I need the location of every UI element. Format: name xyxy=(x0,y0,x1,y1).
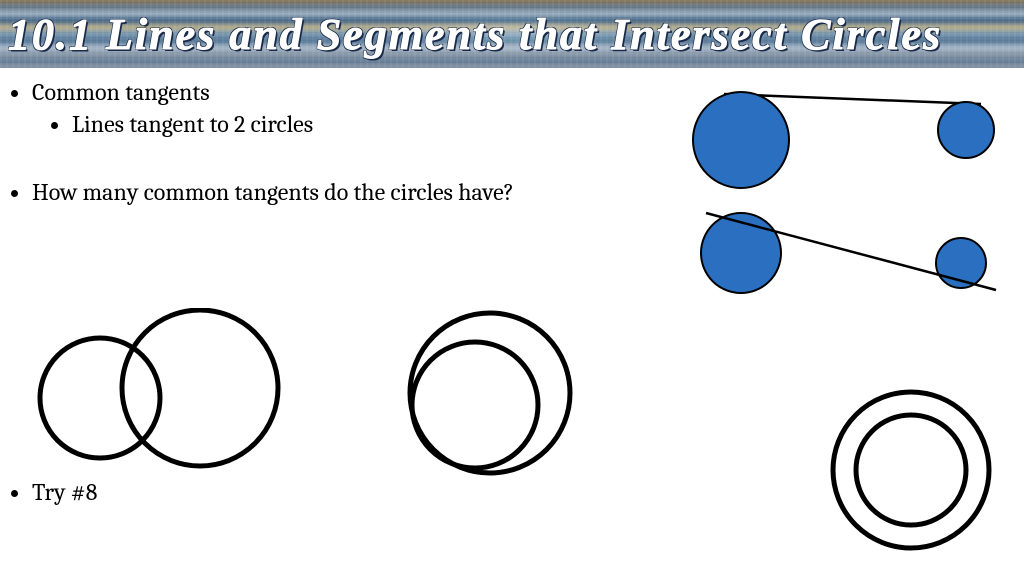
internal-tangent-diagram xyxy=(686,208,1006,308)
right-diagrams xyxy=(676,80,1006,570)
title-banner: 10.1 Lines and Segments that Intersect C… xyxy=(0,0,1024,68)
bullet-text: Common tangents xyxy=(32,78,210,106)
external-tangent-diagram xyxy=(686,80,1006,200)
external-large-circle xyxy=(693,92,789,188)
bottom-diagrams xyxy=(30,308,610,508)
overlapping-circles-diagram xyxy=(30,308,290,488)
inner-tangent-outer-circle xyxy=(410,313,570,473)
inner-tangent-inner-circle xyxy=(412,342,538,468)
overlap-right-circle xyxy=(122,310,278,466)
bullet-text: How many common tangents do the circles … xyxy=(32,178,514,206)
page-title: 10.1 Lines and Segments that Intersect C… xyxy=(8,9,942,60)
internally-tangent-diagram xyxy=(390,308,590,488)
concentric-inner-circle xyxy=(856,415,966,525)
external-small-circle xyxy=(938,102,994,158)
bullet-text: Lines tangent to 2 circles xyxy=(72,110,313,138)
internal-large-circle xyxy=(701,213,781,293)
concentric-circles-diagram xyxy=(821,380,1006,565)
